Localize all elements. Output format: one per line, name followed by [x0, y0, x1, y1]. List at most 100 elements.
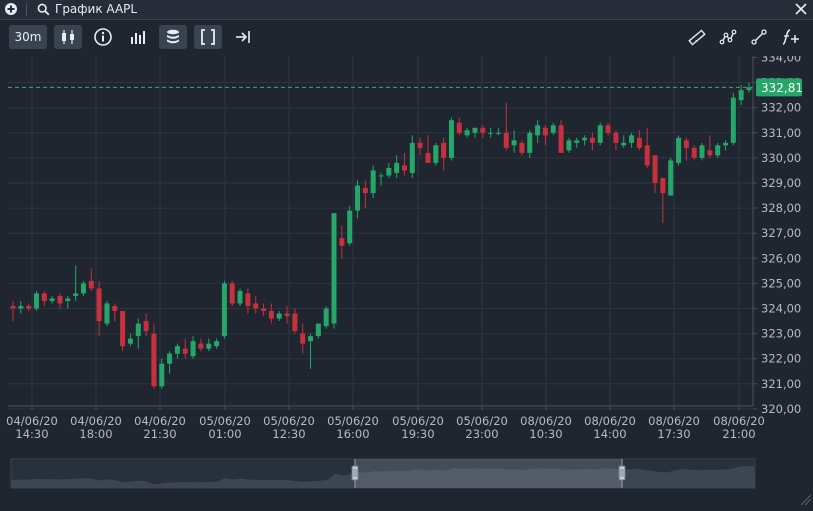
candle: [10, 300, 16, 322]
time-tick-date: 05/06/20: [392, 414, 444, 428]
candle: [613, 130, 619, 151]
candle: [401, 152, 407, 176]
candle: [347, 205, 353, 246]
candle: [182, 338, 188, 359]
candle-body: [300, 333, 306, 344]
navigator[interactable]: [10, 458, 756, 489]
candle-body: [308, 336, 314, 342]
candle-body: [182, 348, 188, 354]
candle: [636, 130, 642, 151]
price-chart[interactable]: 334,00333,00332,00331,00330,00329,00328,…: [0, 51, 813, 507]
candle-body: [433, 145, 439, 163]
candle-body: [644, 145, 650, 166]
candle: [746, 82, 752, 93]
last-price-label: 332,81: [761, 81, 803, 95]
time-tick-date: 05/06/20: [456, 414, 508, 428]
candle-body: [198, 343, 204, 349]
candle: [221, 280, 227, 339]
candle: [394, 155, 400, 178]
candle-body: [480, 127, 486, 133]
candle: [159, 358, 165, 389]
volume-button[interactable]: [124, 25, 152, 49]
candle-body: [472, 127, 478, 133]
candle-body: [519, 142, 525, 153]
price-tick-label: 332,00: [761, 101, 801, 115]
candle: [268, 303, 274, 324]
add-function-button[interactable]: [777, 25, 803, 49]
interval-button[interactable]: 30m: [9, 25, 47, 49]
window-titlebar: График AAPL: [0, 0, 813, 20]
function-add-icon: [782, 29, 799, 45]
candle: [80, 280, 86, 296]
navigator-selection[interactable]: [355, 459, 622, 488]
candle: [73, 265, 79, 301]
time-tick-date: 04/06/20: [6, 414, 58, 428]
candle-body: [331, 213, 337, 324]
price-tick-label: 324,00: [761, 302, 801, 316]
candle: [253, 295, 259, 314]
candle: [707, 135, 713, 158]
resize-grip-icon[interactable]: [800, 494, 812, 506]
candle-body: [253, 303, 259, 309]
multi-line-tool-button[interactable]: [715, 25, 741, 49]
candle: [370, 165, 376, 199]
candle: [88, 268, 94, 291]
time-tick-date: 04/06/20: [70, 414, 122, 428]
chart-area[interactable]: 334,00333,00332,00331,00330,00329,00328,…: [0, 51, 813, 507]
candle: [456, 117, 462, 136]
candle: [425, 135, 431, 163]
candle-body: [315, 323, 321, 337]
candle: [323, 305, 329, 329]
navigator-handle[interactable]: [618, 459, 626, 488]
candle-body: [80, 283, 86, 294]
candle: [691, 145, 697, 161]
candle: [174, 343, 180, 359]
candle-body: [394, 162, 400, 173]
polyline-tool-icon: [719, 29, 737, 45]
time-tick-time: 16:00: [336, 427, 369, 441]
candle-body: [26, 305, 32, 309]
candle-body: [730, 97, 736, 143]
chart-type-button[interactable]: [54, 25, 82, 49]
price-axis: 334,00333,00332,00331,00330,00329,00328,…: [753, 51, 801, 416]
info-icon: [94, 28, 112, 46]
navigator-handle[interactable]: [351, 459, 359, 488]
candle: [362, 180, 368, 209]
chart-grid: [8, 56, 753, 410]
fullscreen-button[interactable]: [194, 25, 222, 49]
candle-body: [574, 140, 580, 143]
candle-body: [284, 313, 290, 317]
candle-body: [10, 305, 16, 309]
info-button[interactable]: [89, 25, 117, 49]
trend-line-tool-button[interactable]: [746, 25, 772, 49]
candle: [120, 311, 126, 352]
candle: [511, 130, 517, 153]
time-tick-time: 01:00: [208, 427, 241, 441]
candle: [33, 290, 39, 312]
candle: [308, 333, 314, 369]
candle-body: [589, 137, 595, 143]
candle: [96, 280, 102, 337]
candle: [668, 157, 674, 196]
time-tick-time: 14:00: [593, 427, 626, 441]
close-icon[interactable]: [794, 2, 808, 16]
candle: [715, 142, 721, 158]
candle-body: [135, 323, 141, 337]
time-tick-time: 10:30: [529, 427, 562, 441]
candle-body: [668, 160, 674, 196]
candle-body: [488, 132, 494, 134]
candle: [245, 288, 251, 314]
candle: [433, 142, 439, 166]
search-icon[interactable]: [37, 3, 50, 16]
candle-body: [535, 125, 541, 136]
time-tick-time: 14:30: [15, 427, 48, 441]
price-tick-label: 323,00: [761, 327, 801, 341]
scroll-to-end-button[interactable]: [229, 25, 257, 49]
add-chart-icon[interactable]: [4, 2, 18, 16]
candle-body: [605, 125, 611, 133]
indicators-button[interactable]: [159, 25, 187, 49]
candle-body: [511, 140, 517, 146]
candle-body: [41, 293, 47, 301]
ruler-button[interactable]: [684, 25, 710, 49]
time-tick-date: 04/06/20: [134, 414, 186, 428]
